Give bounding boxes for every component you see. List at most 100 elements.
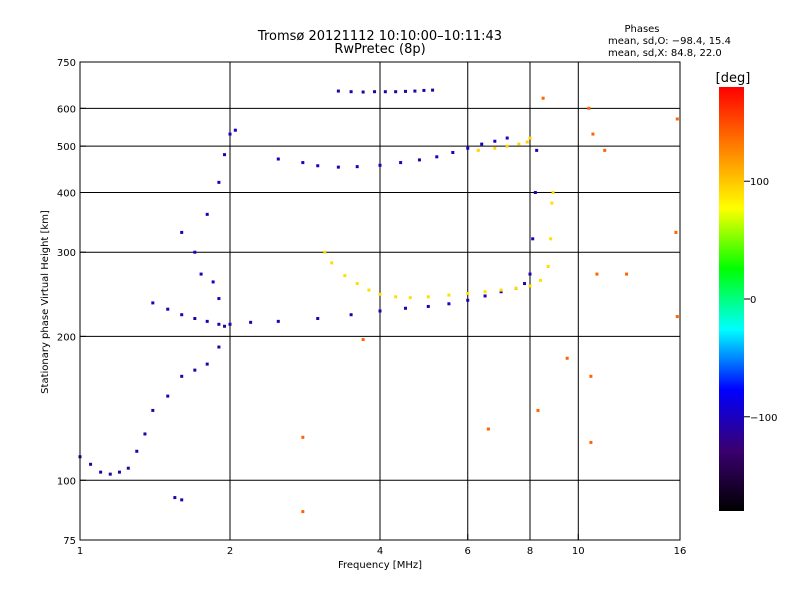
data-point	[447, 293, 451, 297]
data-point	[217, 345, 221, 349]
grid	[80, 62, 680, 540]
data-point	[551, 190, 555, 194]
colorbar	[719, 87, 744, 511]
data-point	[514, 286, 518, 290]
data-point	[108, 472, 112, 476]
y-tick-label-2: 200	[57, 332, 76, 343]
data-point	[378, 163, 382, 167]
data-point	[533, 190, 537, 194]
data-point	[217, 322, 221, 326]
data-point	[343, 274, 347, 278]
data-point	[211, 280, 215, 284]
data-point	[355, 165, 359, 169]
x-tick-label-0: 1	[77, 546, 83, 557]
data-point	[373, 90, 377, 94]
chart-subtitle: RwPretec (8p)	[334, 42, 425, 57]
data-point	[143, 432, 147, 436]
y-axis: 75 100 200 300 400 500 600 750	[57, 58, 86, 547]
data-point	[431, 88, 435, 92]
data-point	[193, 316, 197, 320]
data-point	[180, 313, 184, 317]
data-point	[233, 128, 237, 132]
data-point	[595, 272, 599, 276]
data-point	[205, 362, 209, 366]
data-point	[166, 307, 170, 311]
data-point	[217, 180, 221, 184]
data-point	[499, 290, 503, 294]
data-point	[476, 148, 480, 152]
data-point	[330, 261, 334, 265]
data-point	[394, 295, 398, 299]
x-axis: 1 2 4 6 8 10 16	[77, 534, 687, 557]
data-point	[394, 90, 398, 94]
data-point	[126, 466, 130, 470]
data-point	[151, 408, 155, 412]
data-point	[466, 146, 470, 150]
data-point	[180, 374, 184, 378]
data-point	[480, 142, 484, 146]
data-point	[316, 316, 320, 320]
data-point	[228, 322, 232, 326]
data-point	[173, 496, 177, 500]
data-point	[408, 296, 412, 300]
data-point	[355, 282, 359, 286]
data-point	[135, 449, 139, 453]
data-point	[193, 368, 197, 372]
y-tick-label-3: 300	[57, 248, 76, 259]
data-point	[349, 90, 353, 94]
data-point	[193, 250, 197, 254]
data-point	[625, 272, 629, 276]
data-point	[249, 320, 253, 324]
x-axis-label: Frequency [MHz]	[338, 560, 422, 571]
data-point	[603, 148, 607, 152]
data-point	[531, 237, 535, 241]
data-point	[361, 338, 365, 342]
x-tick-label-2: 4	[377, 546, 383, 557]
data-point	[435, 155, 439, 159]
data-point	[276, 319, 280, 323]
data-point	[528, 284, 532, 288]
y-axis-label: Stationary phase Virtual Height [km]	[40, 210, 51, 394]
data-point	[528, 136, 532, 140]
data-point	[349, 313, 353, 317]
data-point	[361, 90, 365, 94]
data-point	[674, 230, 678, 234]
data-point	[591, 132, 595, 136]
data-point	[549, 237, 553, 241]
data-point	[89, 462, 93, 466]
data-point	[550, 201, 554, 205]
data-points	[78, 88, 679, 514]
data-point	[505, 136, 509, 140]
colorbar-tick-label-1: 0	[750, 295, 756, 306]
data-point	[316, 164, 320, 168]
data-point	[539, 278, 543, 282]
data-point	[541, 96, 545, 100]
phases-line-x: mean, sd,X: 84.8, 22.0	[608, 48, 722, 59]
data-point	[99, 470, 103, 474]
x-tick-label-1: 2	[227, 546, 233, 557]
y-tick-label-1: 100	[57, 476, 76, 487]
data-point	[217, 297, 221, 301]
data-point	[535, 148, 539, 152]
data-point	[399, 161, 403, 165]
data-point	[675, 117, 679, 121]
data-point	[403, 89, 407, 93]
data-point	[546, 265, 550, 269]
data-point	[180, 498, 184, 502]
data-point	[486, 427, 490, 431]
chart-title: Tromsø 20121112 10:10:00–10:11:43	[257, 29, 502, 44]
data-point	[199, 272, 203, 276]
data-point	[589, 374, 593, 378]
data-point	[367, 288, 371, 292]
data-point	[499, 288, 503, 292]
data-point	[228, 132, 232, 136]
data-point	[180, 230, 184, 234]
x-tick-label-5: 10	[572, 546, 585, 557]
x-tick-label-6: 16	[674, 546, 687, 557]
phases-line-o: mean, sd,O: −98.4, 15.4	[608, 36, 731, 47]
data-point	[422, 88, 426, 92]
data-point	[383, 90, 387, 94]
data-point	[483, 294, 487, 298]
data-point	[466, 298, 470, 302]
x-tick-label-3: 6	[465, 546, 471, 557]
